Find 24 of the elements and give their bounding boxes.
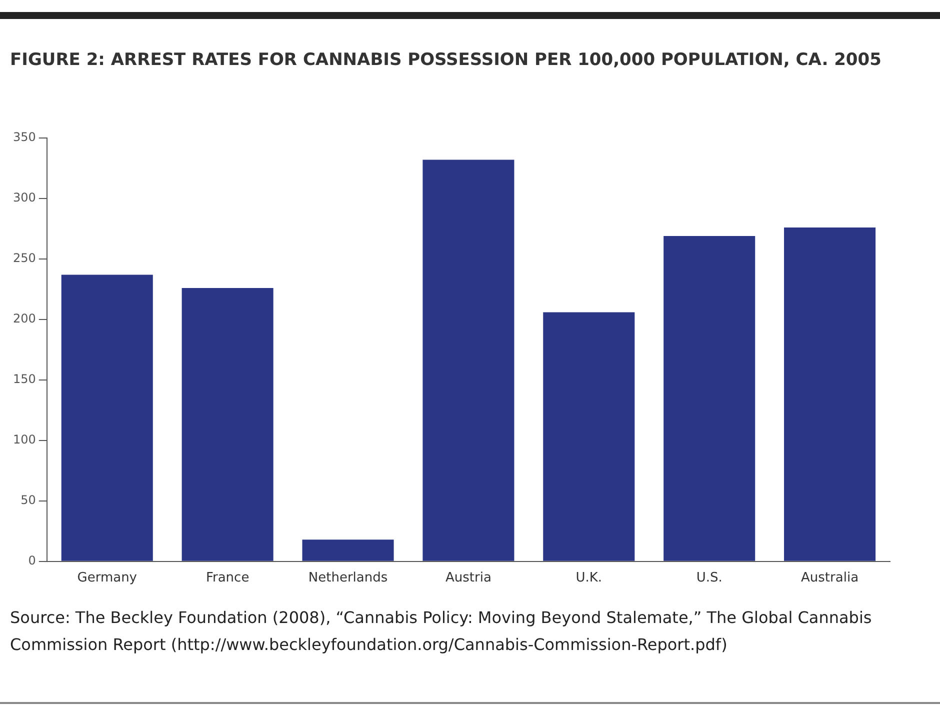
bar <box>543 312 635 561</box>
x-tick-label: Germany <box>77 570 138 586</box>
y-tick-label: 350 <box>13 130 36 144</box>
bar <box>664 236 756 561</box>
bar <box>61 274 153 561</box>
bar <box>182 288 274 561</box>
y-tick-label: 100 <box>13 432 36 447</box>
x-tick-label: Netherlands <box>308 570 388 586</box>
y-tick-label: 150 <box>13 372 36 386</box>
x-tick-label: Austria <box>445 570 492 586</box>
y-tick-label: 50 <box>20 493 36 508</box>
bar <box>302 540 394 561</box>
y-tick-label: 0 <box>28 554 36 568</box>
bar <box>422 160 514 561</box>
y-tick-label: 200 <box>13 312 36 326</box>
chart-title: FIGURE 2: ARREST RATES FOR CANNABIS POSSESSION PER 100,000 POPULATION, CA. 2005 <box>10 49 882 72</box>
x-tick-label: U.S. <box>696 570 722 586</box>
bar <box>784 228 876 561</box>
x-tick-label: Australia <box>801 570 859 586</box>
y-tick-label: 250 <box>13 251 36 266</box>
source-note: Source: The Beckley Foundation (2008), “Cannabis Policy: Moving Beyond Stalemate,” The Global Cannabis Commission Report (http://www.beckleyfoundation.org/Cannabis-Commission-Report.pdf) <box>10 607 873 656</box>
y-tick-label: 300 <box>13 190 36 205</box>
x-tick-label: France <box>206 570 250 586</box>
x-tick-label: U.K. <box>576 570 602 586</box>
